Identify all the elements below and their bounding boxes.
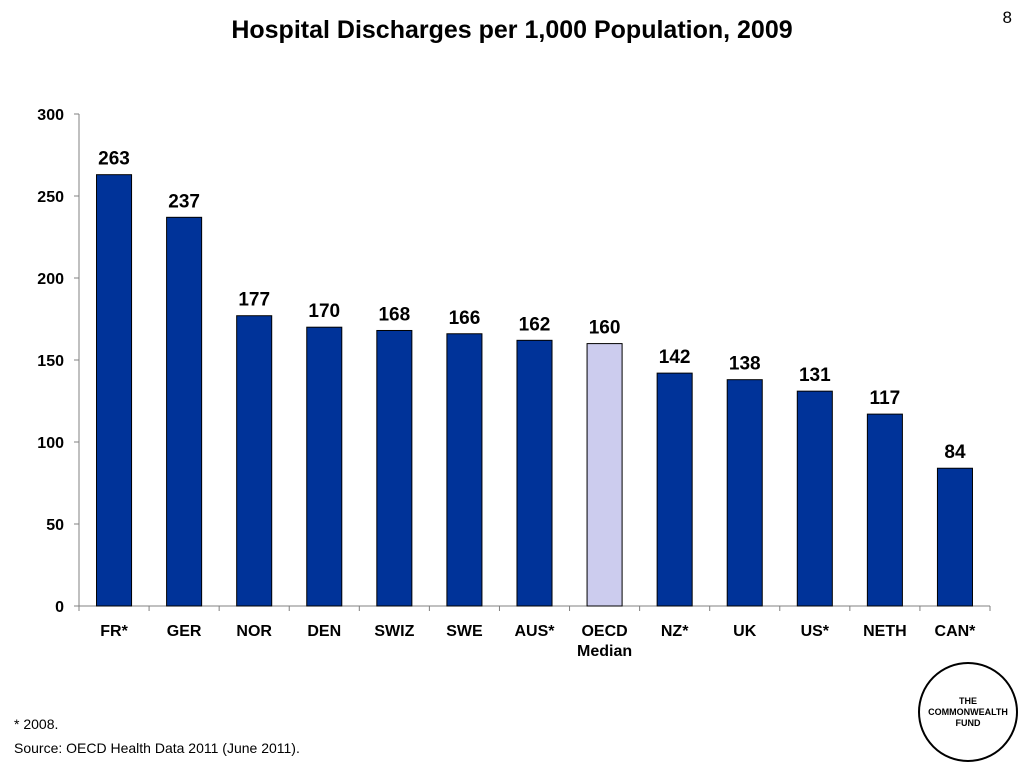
data-label: 84 (944, 442, 966, 463)
data-label: 117 (870, 388, 901, 409)
bar (166, 216, 203, 607)
data-label: 170 (308, 301, 340, 322)
bar (586, 343, 623, 607)
bar (306, 326, 343, 607)
data-label: 138 (729, 354, 761, 375)
x-category-label: NOR (236, 623, 272, 640)
logo-line: THE (959, 695, 977, 706)
x-category-label: UK (733, 623, 757, 640)
data-label: 160 (589, 318, 621, 339)
data-label: 142 (659, 347, 691, 368)
y-tick-label: 0 (55, 599, 64, 616)
bar-chart: 0 50 100 150 200 250 300 263 FR* 237 GER 177 NOR 170 D… (37, 107, 991, 660)
data-label: 131 (799, 365, 831, 386)
bar (866, 413, 903, 607)
data-label: 263 (98, 149, 130, 170)
x-category-label: Median (577, 643, 632, 660)
y-tick-label: 200 (37, 271, 64, 288)
y-tick-label: 300 (37, 107, 64, 124)
bar (96, 174, 133, 607)
y-tick-label: 250 (37, 189, 64, 206)
x-category-label: OECD (581, 623, 627, 640)
bar (656, 372, 693, 607)
chart-title: Hospital Discharges per 1,000 Population… (231, 16, 793, 44)
bar (236, 315, 273, 607)
bar (936, 467, 973, 607)
bar (376, 329, 413, 607)
y-tick-label: 50 (46, 517, 64, 534)
data-label: 177 (238, 290, 270, 311)
logo-line: COMMONWEALTH (928, 706, 1008, 717)
x-category-label: CAN* (935, 623, 977, 640)
bar (446, 333, 483, 607)
bar (726, 379, 763, 607)
footnote: * 2008. (14, 716, 59, 732)
x-category-label: DEN (307, 623, 341, 640)
commonwealth-fund-logo: THE COMMONWEALTH FUND (918, 662, 1018, 762)
x-category-label: US* (801, 623, 830, 640)
page-number: 8 (1002, 8, 1012, 27)
x-category-label: SWE (446, 623, 483, 640)
bar (796, 390, 833, 607)
x-category-label: AUS* (514, 623, 555, 640)
data-label: 168 (378, 304, 410, 325)
y-tick-label: 100 (37, 435, 64, 452)
data-label: 237 (168, 191, 200, 212)
source-note: Source: OECD Health Data 2011 (June 2011… (14, 740, 300, 756)
x-category-label: NETH (863, 623, 907, 640)
data-label: 162 (519, 314, 551, 335)
data-label: 166 (449, 308, 481, 329)
x-category-label: FR* (100, 623, 128, 640)
logo-line: FUND (955, 717, 981, 728)
bar (516, 339, 553, 607)
x-category-label: SWIZ (374, 623, 414, 640)
y-tick-label: 150 (37, 353, 64, 370)
x-category-label: NZ* (661, 623, 689, 640)
x-category-label: GER (167, 623, 202, 640)
